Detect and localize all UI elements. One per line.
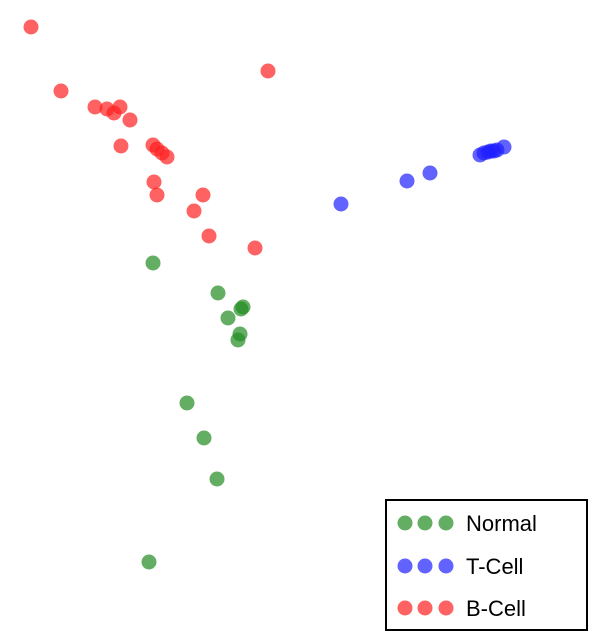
legend: Normal T-Cell B-Cell	[385, 499, 588, 631]
point-b-cell-8	[113, 138, 129, 154]
legend-marker-normal-0	[397, 515, 413, 531]
point-b-cell-16	[186, 203, 202, 219]
point-b-cell-3	[87, 99, 103, 115]
point-b-cell-2	[53, 83, 69, 99]
point-normal-1	[210, 285, 226, 301]
legend-marker-t-cell-2	[438, 558, 454, 574]
point-b-cell-1	[260, 63, 276, 79]
points-layer	[23, 19, 512, 570]
point-normal-3	[233, 301, 249, 317]
point-normal-7	[179, 395, 195, 411]
legend-marker-normal-2	[438, 515, 454, 531]
legend-marker-t-cell-1	[417, 558, 433, 574]
point-b-cell-13	[146, 174, 162, 190]
point-b-cell-6	[112, 99, 128, 115]
point-b-cell-0	[23, 19, 39, 35]
point-normal-9	[209, 471, 225, 487]
point-b-cell-7	[122, 112, 138, 128]
point-t-cell-0	[333, 196, 349, 212]
legend-label-t-cell: T-Cell	[466, 554, 523, 579]
legend-marker-b-cell-0	[397, 600, 413, 616]
legend-marker-t-cell-0	[397, 558, 413, 574]
legend-marker-b-cell-2	[438, 600, 454, 616]
legend-label-b-cell: B-Cell	[466, 596, 526, 621]
point-normal-6	[230, 332, 246, 348]
point-t-cell-9	[496, 139, 512, 155]
point-b-cell-18	[247, 240, 263, 256]
point-normal-8	[196, 430, 212, 446]
point-normal-4	[220, 310, 236, 326]
legend-label-normal: Normal	[466, 511, 537, 536]
point-t-cell-2	[422, 165, 438, 181]
point-b-cell-12	[159, 149, 175, 165]
point-b-cell-15	[195, 187, 211, 203]
point-b-cell-14	[149, 187, 165, 203]
legend-marker-normal-1	[417, 515, 433, 531]
point-t-cell-1	[399, 173, 415, 189]
point-normal-0	[145, 255, 161, 271]
point-normal-10	[141, 554, 157, 570]
legend-marker-b-cell-1	[417, 600, 433, 616]
point-b-cell-17	[201, 228, 217, 244]
